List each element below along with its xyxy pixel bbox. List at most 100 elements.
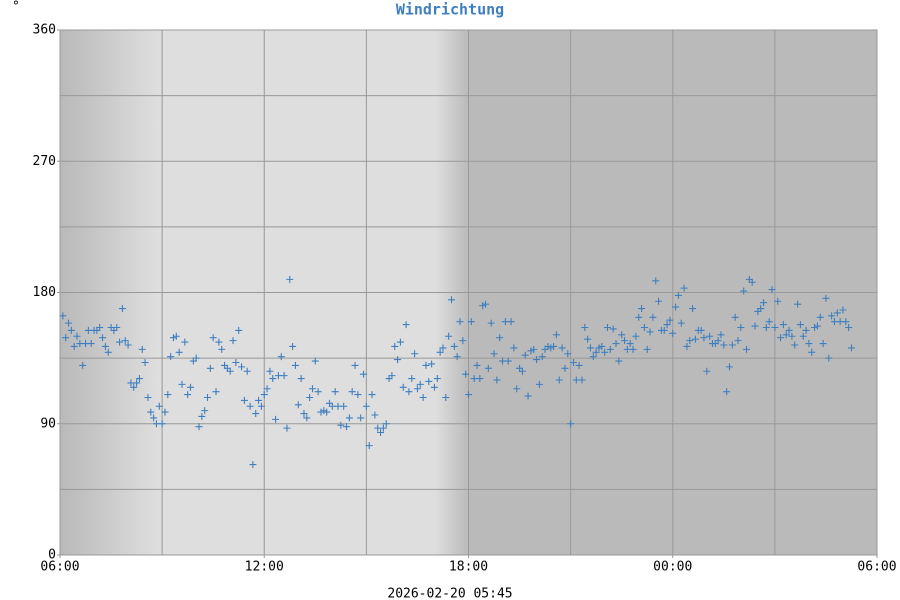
point xyxy=(504,357,512,365)
point xyxy=(751,322,759,330)
point xyxy=(626,340,634,348)
point xyxy=(343,423,351,431)
point xyxy=(340,402,348,410)
point xyxy=(683,342,691,350)
point xyxy=(96,324,104,331)
point xyxy=(691,335,699,343)
points xyxy=(59,275,855,469)
point xyxy=(604,324,612,331)
point xyxy=(606,345,614,353)
point xyxy=(845,324,853,331)
point xyxy=(130,383,138,391)
point xyxy=(184,391,192,399)
point xyxy=(748,278,756,286)
point xyxy=(436,348,444,356)
y-tick-label: 0 xyxy=(48,548,56,563)
point xyxy=(484,364,492,372)
point xyxy=(697,326,705,334)
point xyxy=(422,361,430,369)
point xyxy=(569,359,577,366)
chart-title: Windrichtung xyxy=(396,1,504,19)
point xyxy=(201,407,209,415)
point xyxy=(757,305,765,313)
point xyxy=(734,337,742,345)
point xyxy=(178,380,186,388)
point xyxy=(663,321,671,329)
point xyxy=(433,375,441,383)
point xyxy=(816,313,824,321)
y-axis-unit: ° xyxy=(12,0,20,15)
point xyxy=(833,309,841,317)
point xyxy=(731,313,739,321)
point xyxy=(680,284,688,292)
point xyxy=(578,376,586,384)
point xyxy=(762,324,770,331)
point xyxy=(791,341,799,349)
point xyxy=(235,326,243,334)
point xyxy=(677,319,685,327)
point xyxy=(360,370,368,378)
x-tick-label: 12:00 xyxy=(245,560,284,575)
point xyxy=(442,394,450,401)
point xyxy=(725,363,733,371)
point xyxy=(842,318,850,326)
point xyxy=(450,342,458,350)
point xyxy=(331,388,339,396)
point xyxy=(666,316,674,324)
footer-timestamp: 2026-02-20 05:45 xyxy=(387,587,512,600)
point xyxy=(521,351,529,359)
grid xyxy=(60,30,877,555)
point xyxy=(621,337,629,345)
point xyxy=(467,318,475,326)
point xyxy=(362,402,370,410)
point xyxy=(439,344,447,352)
point xyxy=(73,332,81,340)
point xyxy=(133,379,141,387)
point xyxy=(635,313,643,321)
point xyxy=(283,424,291,432)
point xyxy=(723,388,731,396)
point xyxy=(218,345,226,353)
point xyxy=(632,332,640,340)
point xyxy=(805,340,813,348)
point xyxy=(428,360,436,368)
point xyxy=(99,334,107,342)
point xyxy=(689,305,697,313)
point xyxy=(294,401,302,409)
point xyxy=(155,402,163,410)
point xyxy=(255,396,263,404)
point xyxy=(584,335,592,343)
point xyxy=(510,344,518,352)
point xyxy=(459,337,467,345)
point xyxy=(740,287,748,295)
point xyxy=(581,324,589,331)
point xyxy=(308,385,316,393)
point xyxy=(660,326,668,334)
point xyxy=(555,376,563,384)
point xyxy=(266,367,274,375)
point xyxy=(640,324,648,331)
point xyxy=(357,414,365,422)
point xyxy=(493,376,501,384)
point xyxy=(238,363,246,371)
point xyxy=(70,342,78,350)
point xyxy=(453,353,461,361)
point xyxy=(272,415,280,423)
point xyxy=(121,337,129,345)
point xyxy=(144,394,152,401)
x-tick-label: 00:00 xyxy=(653,560,692,575)
x-tick-label: 06:00 xyxy=(40,560,79,575)
point xyxy=(796,321,804,329)
point xyxy=(760,299,768,307)
point xyxy=(405,388,413,396)
point xyxy=(717,331,725,339)
point xyxy=(706,332,714,340)
point xyxy=(306,394,314,401)
y-tick-label: 270 xyxy=(33,154,56,169)
point xyxy=(263,385,271,393)
point xyxy=(297,375,305,383)
point xyxy=(113,324,121,331)
point xyxy=(646,328,654,336)
point xyxy=(839,306,847,314)
